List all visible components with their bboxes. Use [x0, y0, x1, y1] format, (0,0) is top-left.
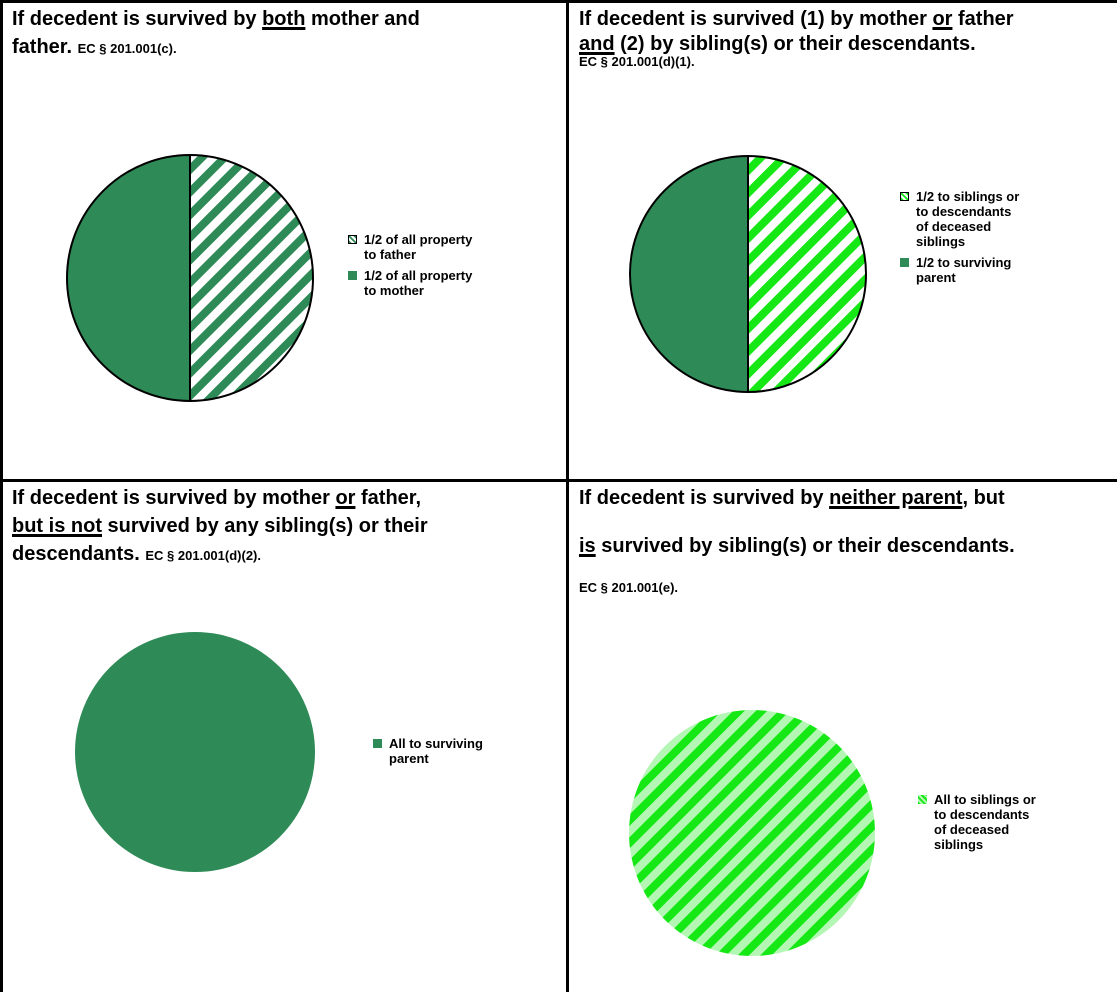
title-line-1: If decedent is survived by both mother a… [12, 5, 562, 33]
pie-chart [69, 630, 321, 874]
chart-legend: 1/2 to siblings or to descendants of decea… [900, 189, 1019, 291]
title-text: If decedent is survived by [12, 8, 262, 30]
legend-label: All to siblings or [934, 792, 1036, 807]
panel-no-parents-siblings: If decedent is survived by neither paren… [569, 482, 1117, 992]
title-text: mother and [305, 8, 419, 30]
pie-slice [190, 155, 313, 401]
legend-label: siblings [934, 837, 1036, 852]
title-text: father. [12, 36, 72, 58]
legend-label: of deceased [934, 822, 1036, 837]
panel-title: If decedent is survived by neither paren… [579, 484, 1113, 602]
statute-reference: EC § 201.001(d)(1). [579, 55, 1113, 69]
title-line-1: If decedent is survived by mother or fat… [12, 484, 562, 512]
title-emphasis: both [262, 8, 305, 30]
title-emphasis: or [335, 487, 355, 509]
legend-item: All to surviving parent [373, 736, 483, 766]
title-text: survived by sibling(s) or their descenda… [596, 535, 1015, 557]
title-text: survived by any sibling(s) or their [102, 515, 428, 537]
legend-swatch [918, 795, 927, 804]
legend-label: All to surviving [389, 736, 483, 751]
legend-label: to father [364, 247, 472, 262]
legend-label: parent [389, 751, 483, 766]
title-text: , but [962, 487, 1004, 509]
legend-label: of deceased [916, 219, 1019, 234]
legend-swatch [900, 258, 909, 267]
legend-label: siblings [916, 234, 1019, 249]
panel-both-parents: If decedent is survived by both mother a… [3, 3, 566, 479]
title-line-2: but is not survived by any sibling(s) or… [12, 512, 562, 540]
legend-label: parent [916, 270, 1019, 285]
statute-reference: EC § 201.001(d)(2). [145, 548, 261, 563]
legend-item: All to siblings or to descendants of decea… [918, 792, 1036, 852]
title-line-1: If decedent is survived by neither paren… [579, 484, 1113, 512]
pie-chart [623, 154, 873, 394]
title-text: (2) by sibling(s) or their descendants. [615, 33, 976, 55]
title-emphasis: neither parent [829, 487, 962, 509]
title-line-2: is survived by sibling(s) or their desce… [579, 532, 1113, 560]
title-emphasis: or [932, 8, 952, 30]
title-text: father [952, 8, 1013, 30]
pie-chart [65, 153, 315, 403]
pie-slice [629, 710, 875, 956]
panel-one-parent-and-siblings: If decedent is survived (1) by mother or… [569, 3, 1117, 479]
legend-label: 1/2 of all property [364, 232, 472, 247]
legend-swatch [900, 192, 909, 201]
legend-item: 1/2 of all property to father [348, 232, 472, 262]
chart-legend: All to siblings or to descendants of decea… [918, 792, 1036, 858]
pie-slice [75, 632, 315, 872]
chart-legend: 1/2 of all property to father 1/2 of all p… [348, 232, 472, 304]
title-line-1: If decedent is survived (1) by mother or… [579, 5, 1113, 33]
panel-title: If decedent is survived by both mother a… [12, 5, 562, 63]
legend-label: 1/2 to surviving [916, 255, 1019, 270]
title-emphasis: is [579, 535, 596, 557]
legend-item: 1/2 to siblings or to descendants of decea… [900, 189, 1019, 249]
legend-swatch [373, 739, 382, 748]
statute-reference: EC § 201.001(c). [78, 41, 177, 56]
title-text: descendants. [12, 543, 140, 565]
title-text: father, [355, 487, 421, 509]
statute-reference: EC § 201.001(e). [579, 574, 1113, 602]
legend-label: to descendants [916, 204, 1019, 219]
title-text: If decedent is survived by mother [12, 487, 335, 509]
legend-label: to mother [364, 283, 472, 298]
pie-slice [748, 156, 866, 392]
legend-swatch [348, 235, 357, 244]
title-line-3: descendants. EC § 201.001(d)(2). [12, 540, 562, 570]
panel-one-parent-no-siblings: If decedent is survived by mother or fat… [3, 482, 566, 992]
panel-title: If decedent is survived by mother or fat… [12, 484, 562, 570]
legend-label: 1/2 of all property [364, 268, 472, 283]
title-line-2: and (2) by sibling(s) or their descendan… [579, 33, 1113, 55]
pie-chart [623, 708, 881, 958]
panel-title: If decedent is survived (1) by mother or… [579, 5, 1113, 69]
chart-legend: All to surviving parent [373, 736, 483, 772]
title-text: If decedent is survived (1) by mother [579, 8, 932, 30]
legend-item: 1/2 to surviving parent [900, 255, 1019, 285]
title-emphasis: but is not [12, 515, 102, 537]
legend-swatch [348, 271, 357, 280]
legend-label: 1/2 to siblings or [916, 189, 1019, 204]
title-text: If decedent is survived by [579, 487, 829, 509]
pie-slice [630, 156, 748, 392]
pie-slice [67, 155, 190, 401]
legend-label: to descendants [934, 807, 1036, 822]
title-emphasis: and [579, 33, 615, 55]
title-line-2: father. EC § 201.001(c). [12, 33, 562, 63]
legend-item: 1/2 of all property to mother [348, 268, 472, 298]
